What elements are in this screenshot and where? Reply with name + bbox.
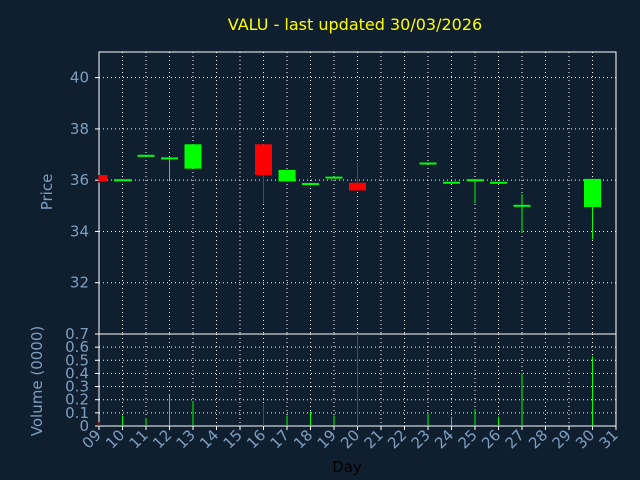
- candle-body: [161, 157, 178, 160]
- candle-body: [99, 175, 108, 182]
- volume-tick-label: 0.6: [65, 338, 89, 356]
- candle-body: [325, 176, 343, 179]
- x-axis-ticks: 0910111213141516171819202122232425262728…: [79, 426, 622, 452]
- chart-title: VALU - last updated 30/03/2026: [228, 15, 482, 34]
- volume-tick-label: 0.2: [65, 391, 89, 409]
- price-tick-label: 36: [70, 171, 89, 189]
- x-tick-label: 27: [502, 426, 528, 452]
- candle-body: [490, 181, 507, 184]
- x-tick-label: 11: [126, 426, 152, 452]
- candle-body: [137, 154, 155, 157]
- candle-body: [419, 162, 437, 165]
- price-tick-label: 34: [70, 222, 89, 240]
- candle-body: [184, 144, 202, 169]
- candle-body: [443, 181, 460, 184]
- volume-tick-label: 0.1: [65, 404, 89, 422]
- x-tick-label: 12: [149, 426, 175, 452]
- x-tick-label: 29: [549, 426, 575, 452]
- candle-body: [584, 178, 601, 208]
- price-tick-label: 32: [70, 274, 89, 292]
- price-tick-label: 40: [70, 69, 89, 87]
- price-axis-label: Price: [38, 174, 56, 211]
- x-tick-label: 24: [431, 426, 457, 452]
- x-tick-label: 19: [314, 426, 340, 452]
- x-tick-label: 21: [361, 426, 387, 452]
- price-panel-frame: [98, 51, 617, 335]
- x-tick-label: 20: [337, 426, 363, 452]
- x-tick-label: 22: [384, 426, 410, 452]
- volume-tick-label: 0: [79, 417, 89, 435]
- x-tick-label: 14: [196, 426, 222, 452]
- x-tick-label: 16: [243, 426, 269, 452]
- price-tick-label: 38: [70, 120, 89, 138]
- price-panel: 32 34 36 38 40: [70, 51, 617, 335]
- x-tick-label: 31: [596, 426, 622, 452]
- volume-axis-label: Volume (0000): [28, 326, 46, 436]
- x-axis-label: Day: [332, 458, 362, 476]
- candle-body: [114, 179, 131, 182]
- candle-body: [513, 204, 531, 207]
- x-tick-label: 13: [173, 426, 199, 452]
- candle-body: [255, 144, 272, 176]
- volume-tick-label: 0.7: [65, 325, 89, 343]
- x-tick-label: 25: [455, 426, 481, 452]
- x-tick-label: 18: [290, 426, 316, 452]
- x-tick-label: 17: [267, 426, 293, 452]
- x-tick-label: 26: [478, 426, 504, 452]
- x-tick-label: 10: [102, 426, 128, 452]
- x-tick-label: 23: [408, 426, 434, 452]
- candle-body: [302, 183, 319, 186]
- volume-tick-label: 0.3: [65, 378, 89, 396]
- volume-tick-label: 0.4: [65, 364, 89, 382]
- candle-body: [278, 169, 296, 182]
- volume-panel: 00.10.20.30.40.50.60.7: [65, 325, 617, 435]
- x-tick-label: 28: [525, 426, 551, 452]
- volume-tick-label: 0.5: [65, 351, 89, 369]
- candle-body: [466, 179, 484, 182]
- candle-body: [349, 182, 366, 191]
- x-tick-label: 30: [572, 426, 598, 452]
- x-tick-label: 15: [220, 426, 246, 452]
